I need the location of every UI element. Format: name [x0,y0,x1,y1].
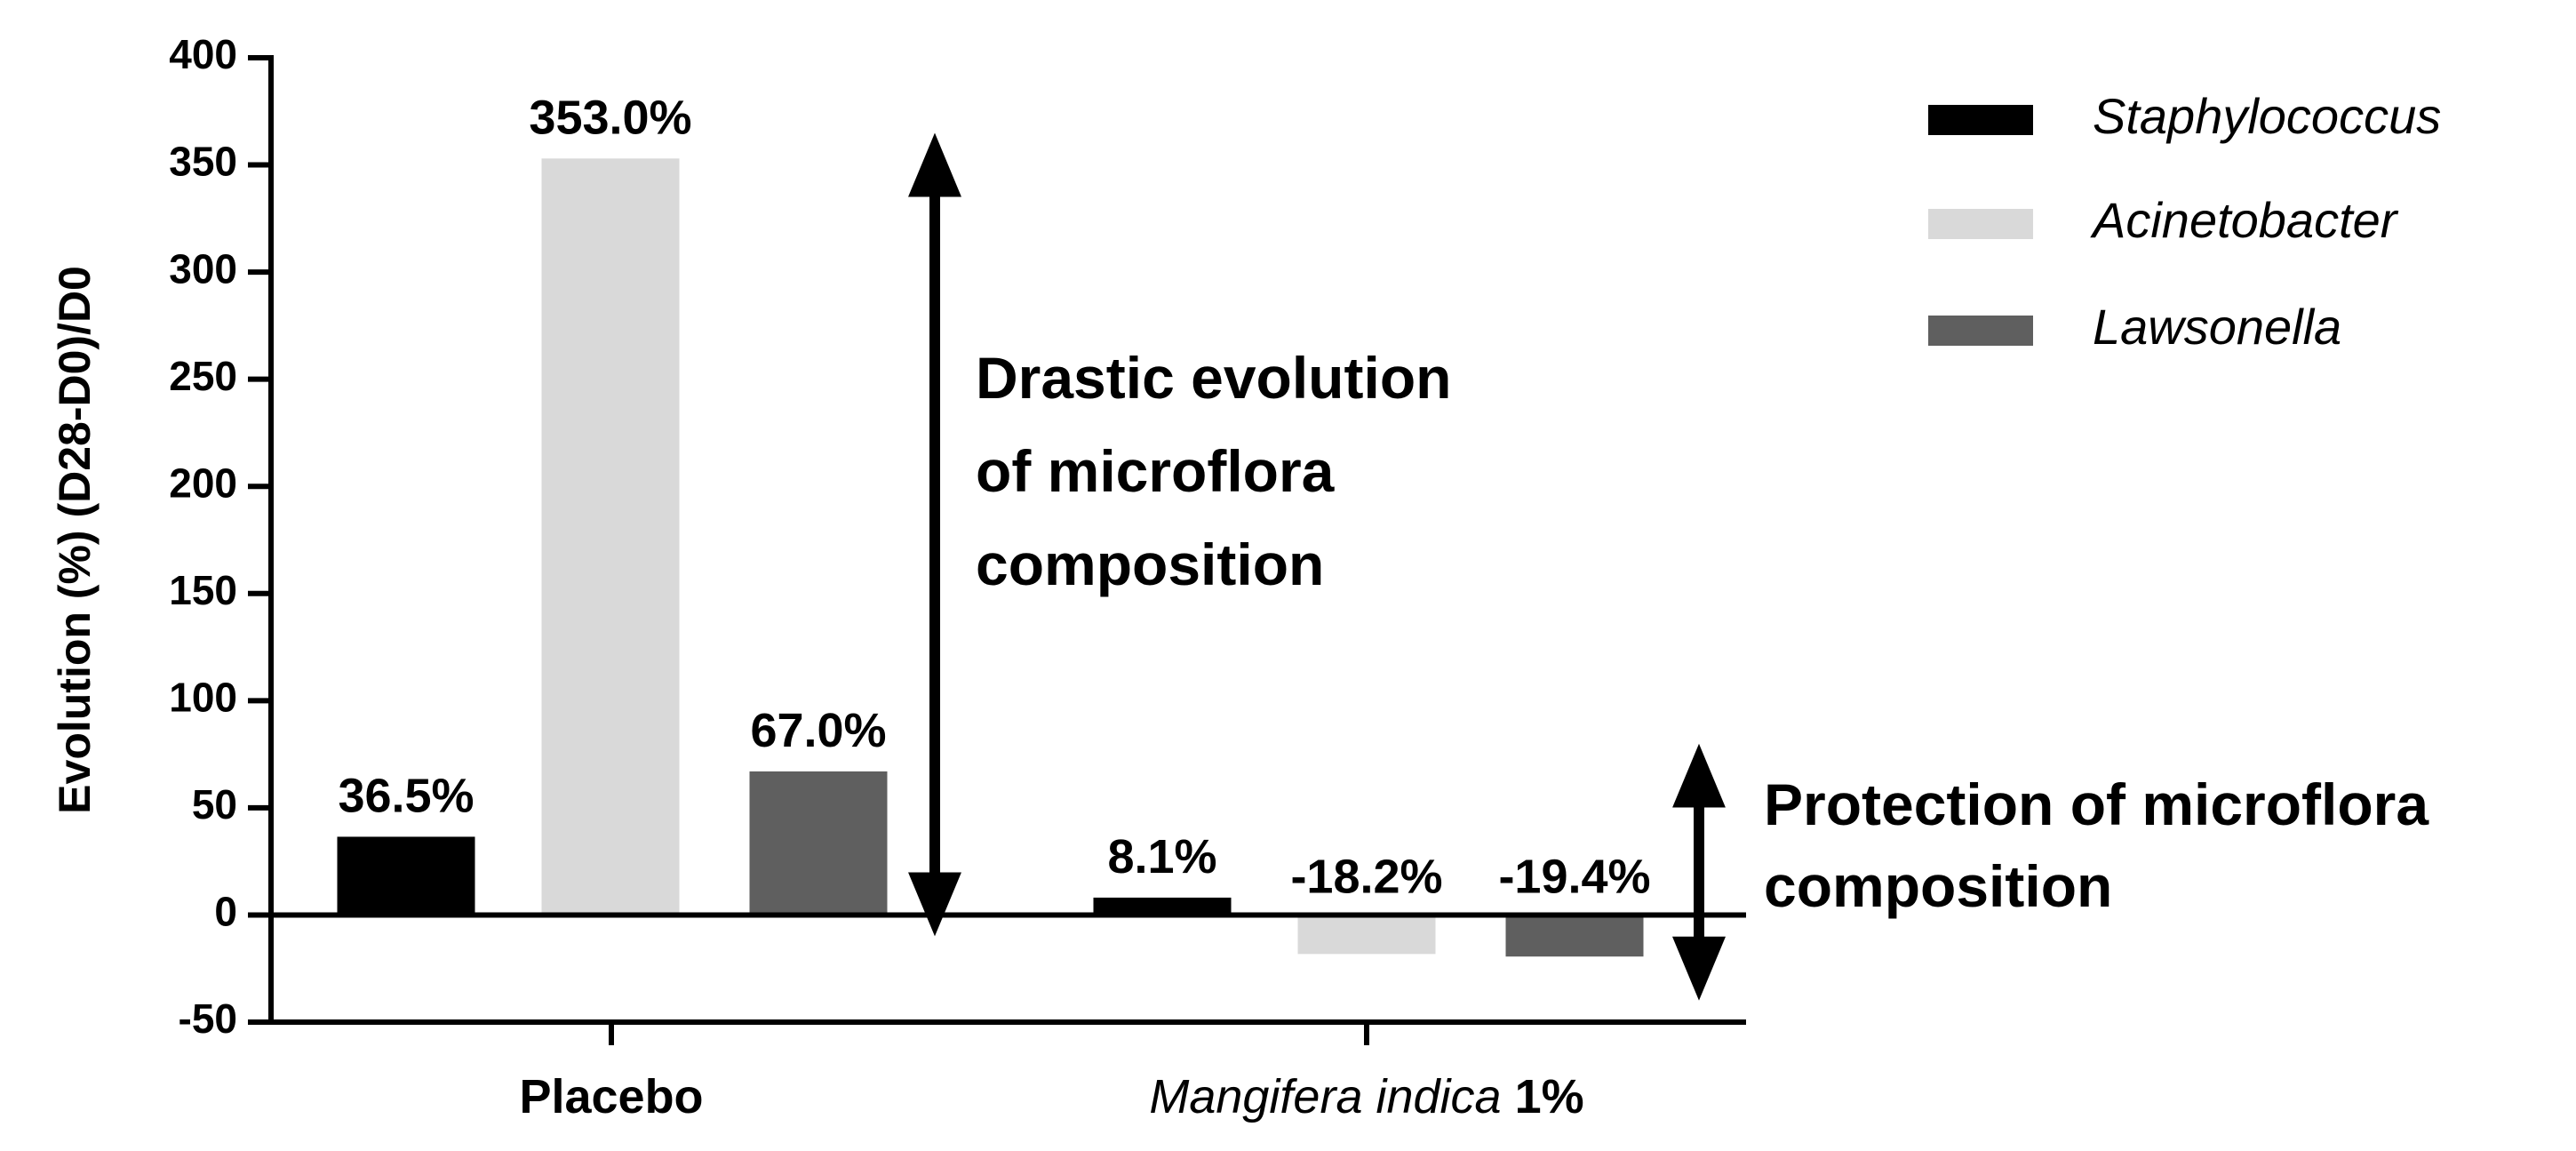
x-axis-ticks [609,1022,1369,1045]
y-tick-label: -50 [179,995,237,1042]
legend-swatch-acinetobacter [1928,209,2033,239]
data-label: -19.4% [1498,850,1650,903]
y-tick-label: 0 [214,889,237,935]
category-bold-part: Placebo [519,1070,703,1123]
legend-swatch-lawsonella [1928,316,2033,346]
y-axis-title: Evolution (%) (D28-D0)/D0 [50,266,100,814]
bar-staphylococcus-0 [337,836,475,915]
data-label: 67.0% [750,704,886,757]
y-axis-ticks: -50 0 50 100 150 200 250 300 350 400 [169,31,271,1042]
annotation-line: of microflora [976,438,1336,504]
data-label: -18.2% [1290,850,1442,903]
annotation-line: Drastic evolution [976,345,1451,411]
y-tick-label: 250 [169,353,237,399]
y-tick-label: 350 [169,139,237,185]
bar-acinetobacter-1 [1297,915,1436,955]
data-label: 353.0% [529,91,691,144]
y-tick-label: 50 [192,781,237,827]
y-tick-label: 300 [169,245,237,292]
legend-swatch-staphylococcus [1928,105,2033,135]
bar-staphylococcus-1 [1093,897,1232,915]
bar-acinetobacter-0 [541,158,680,915]
legend: Staphylococcus Acinetobacter Lawsonella [1928,88,2441,355]
y-tick-label: 200 [169,460,237,506]
x-axis-category-labels: Placebo Mangifera indica 1% [519,1070,1583,1123]
legend-label-acinetobacter: Acinetobacter [2090,192,2399,248]
annotation-text: Protection of microflora composition [1764,771,2429,919]
data-label: 8.1% [1107,830,1216,883]
annotation-line: Protection of microflora [1764,771,2429,837]
y-tick-label: 100 [169,674,237,720]
annotation-text: Drastic evolution of microflora compositio… [976,345,1451,597]
y-tick-label: 150 [169,567,237,613]
x-category-label: Placebo [519,1070,703,1123]
y-tick-label: 400 [169,31,237,77]
bar-series [337,158,1644,957]
legend-label-staphylococcus: Staphylococcus [2093,88,2441,144]
annotation-line: composition [1764,853,2112,919]
bar-lawsonella-0 [749,771,888,915]
annotation-line: composition [976,532,1324,597]
bar-lawsonella-1 [1505,915,1644,957]
legend-label-lawsonella: Lawsonella [2093,299,2341,355]
category-italic-part: Mangifera indica [1149,1070,1501,1123]
x-category-label: Mangifera indica 1% [1149,1070,1583,1123]
category-bold-part: 1% [1502,1070,1584,1123]
data-label: 36.5% [338,769,474,822]
annotations: Drastic evolution of microflora compositio… [908,132,2429,1001]
data-labels: 36.5% 8.1% 353.0% -18.2% 67.0% -19.4% [338,91,1650,903]
